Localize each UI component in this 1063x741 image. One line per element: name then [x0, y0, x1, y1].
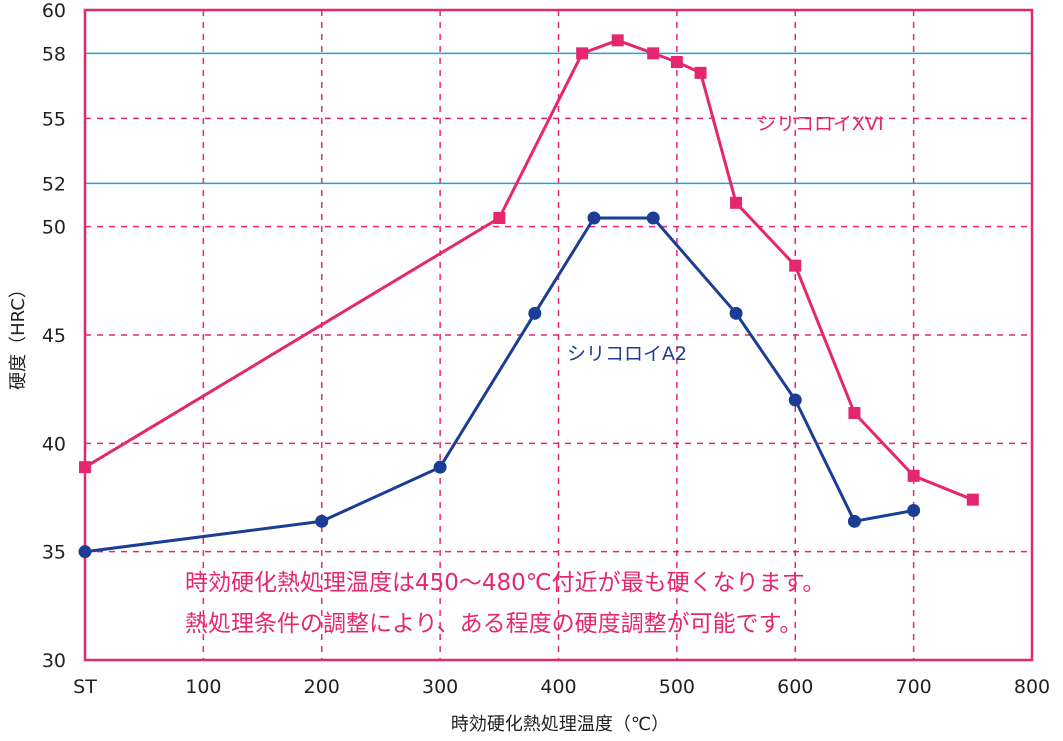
y-tick-label-55: 55: [42, 108, 66, 130]
series-0-point-7: [730, 196, 743, 209]
series-0-point-9: [848, 407, 861, 419]
series-0-point-10: [907, 469, 920, 482]
y-tick-label-50: 50: [42, 217, 66, 239]
y-tick-label-45: 45: [42, 325, 66, 347]
series-0-point-6: [694, 66, 707, 79]
series-1-point-2: [433, 460, 447, 474]
series-1-point-3: [528, 306, 542, 320]
series-1-point-1: [315, 514, 329, 528]
series-0-point-1: [493, 212, 506, 224]
y-tick-label-58: 58: [42, 43, 66, 65]
grid-lines: [85, 10, 1032, 660]
series-0-point-8: [789, 259, 802, 272]
y-tick-label-52: 52: [42, 173, 66, 195]
plot-frame: [83, 8, 1034, 662]
x-tick-label-700: 700: [895, 676, 931, 698]
series-0-point-5: [670, 56, 683, 68]
series-label-silicoloy-a2: シリコロイA2: [567, 343, 687, 365]
series-0-point-0: [79, 461, 91, 474]
x-tick-labels: ST 100 200 300 400 500 600 700 800: [73, 676, 1050, 698]
series-1-point-8: [847, 514, 861, 528]
x-tick-label-200: 200: [304, 676, 340, 698]
x-axis-title: 時効硬化熱処理温度（℃）: [451, 714, 669, 735]
series-1-point-4: [587, 211, 601, 225]
series-0-point-11: [966, 493, 979, 506]
series-0-point-2: [576, 47, 589, 60]
series-0-point-4: [647, 47, 660, 60]
y-axis-title: 硬度（HRC）: [8, 280, 29, 390]
annotation-line-2: 熱処理条件の調整により、ある程度の硬度調整が可能です。: [185, 611, 802, 637]
reference-lines: [85, 52, 1032, 185]
series-1-point-6: [729, 306, 743, 320]
x-tick-label-600: 600: [777, 676, 813, 698]
y-tick-labels: 30 35 40 45 50 52 55 58 60: [42, 0, 66, 672]
x-tick-label-400: 400: [540, 676, 576, 698]
series-line-0: [84, 38, 974, 502]
x-tick-label-800: 800: [1014, 676, 1050, 698]
data-series: [78, 34, 979, 559]
y-tick-label-35: 35: [42, 542, 66, 564]
x-tick-label-ST: ST: [73, 676, 97, 698]
y-tick-label-60: 60: [42, 0, 66, 22]
series-label-silicoloy-xvi: シリコロイXVI: [757, 113, 884, 135]
series-0-point-3: [611, 34, 624, 47]
series-line-1: [84, 216, 914, 554]
y-tick-label-30: 30: [42, 650, 66, 672]
series-1-point-0: [78, 545, 92, 559]
annotation-line-1: 時効硬化熱処理温度は450～480℃付近が最も硬くなります。: [185, 570, 825, 596]
x-tick-label-100: 100: [185, 676, 221, 698]
series-1-point-7: [788, 393, 802, 407]
x-tick-label-500: 500: [659, 676, 695, 698]
x-tick-label-300: 300: [422, 676, 458, 698]
series-1-point-9: [907, 504, 921, 517]
series-1-point-5: [646, 211, 660, 225]
y-tick-label-40: 40: [42, 433, 66, 455]
